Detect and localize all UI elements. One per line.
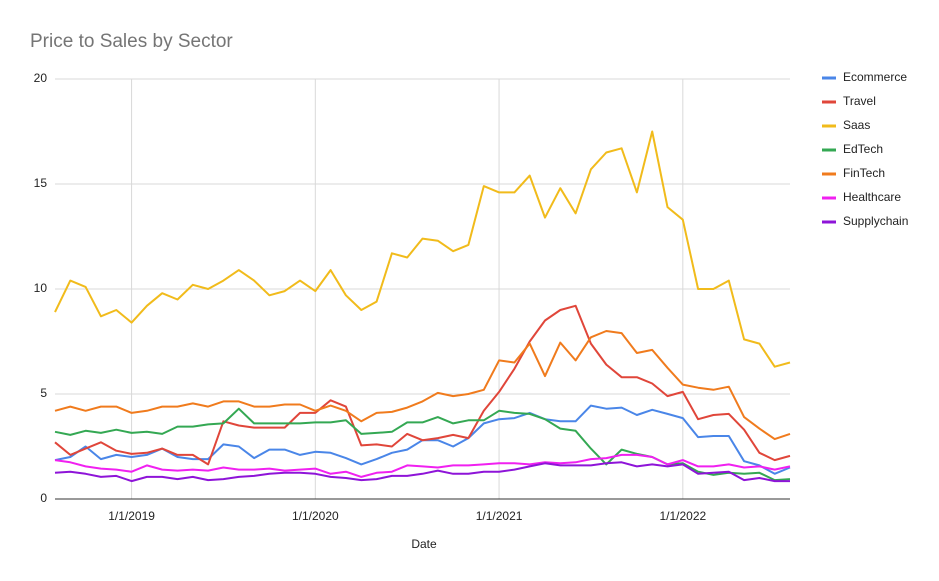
chart-title: Price to Sales by Sector bbox=[30, 31, 233, 52]
x-tick-label: 1/1/2019 bbox=[108, 509, 155, 523]
legend-label: FinTech bbox=[843, 166, 885, 180]
legend-label: Ecommerce bbox=[843, 70, 907, 84]
legend-label: EdTech bbox=[843, 142, 883, 156]
y-tick-label: 20 bbox=[34, 71, 48, 85]
legend-label: Healthcare bbox=[843, 190, 901, 204]
y-tick-label: 0 bbox=[40, 491, 47, 505]
series-line bbox=[54, 304, 791, 466]
x-tick-label: 1/1/2020 bbox=[292, 509, 339, 523]
y-tick-label: 15 bbox=[34, 176, 48, 190]
series-line bbox=[54, 130, 791, 368]
x-tick-label: 1/1/2022 bbox=[659, 509, 706, 523]
legend-label: Saas bbox=[843, 118, 870, 132]
series-line bbox=[54, 330, 791, 441]
legend-label: Supplychain bbox=[843, 214, 908, 228]
y-tick-label: 5 bbox=[40, 386, 47, 400]
series-line bbox=[54, 461, 790, 483]
legend-label: Travel bbox=[843, 94, 876, 108]
x-tick-label: 1/1/2021 bbox=[476, 509, 523, 523]
series-line bbox=[54, 453, 791, 478]
y-tick-label: 10 bbox=[34, 281, 48, 295]
x-axis-label: Date bbox=[411, 537, 437, 551]
